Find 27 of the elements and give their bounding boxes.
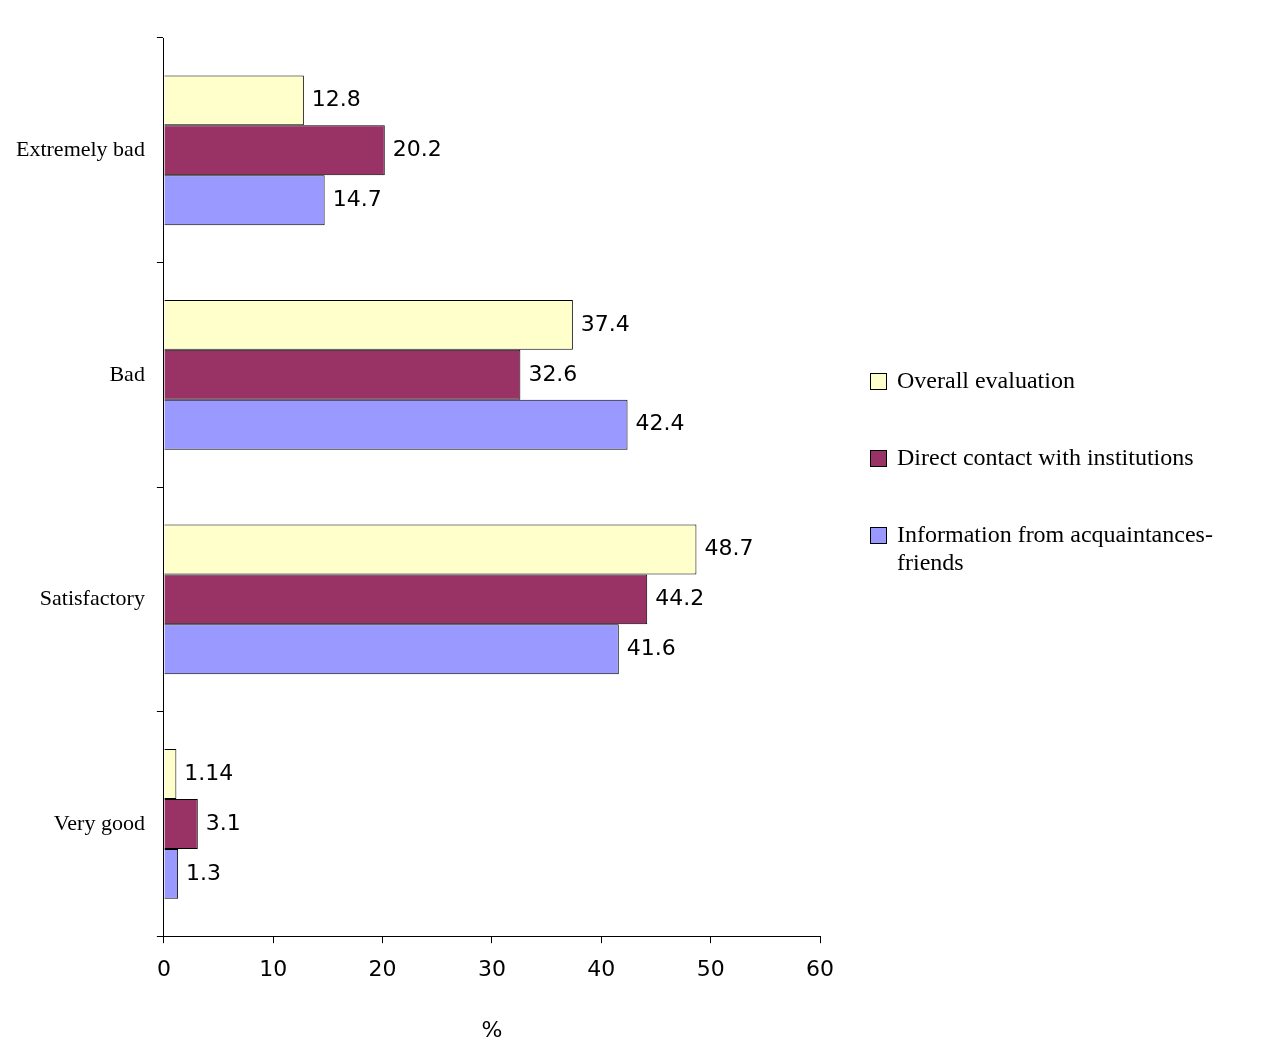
data-label: 32.6 [528, 360, 578, 386]
data-label: 41.6 [626, 635, 676, 661]
data-label: 1.3 [186, 859, 222, 885]
legend-label: Overall evaluation [897, 366, 1075, 395]
data-label: 20.2 [392, 135, 442, 161]
data-label: 3.1 [205, 809, 241, 835]
y-tick-label: Extremely bad [15, 136, 145, 162]
data-label: 14.7 [332, 185, 382, 211]
legend-label: Information from acquaintances-friends [897, 519, 1214, 578]
data-label: 37.4 [580, 310, 630, 336]
x-tick-label: 40 [587, 956, 616, 982]
x-tick-label: 30 [477, 956, 506, 982]
data-label: 12.8 [311, 86, 361, 112]
x-tick-label: 20 [368, 956, 397, 982]
y-tick-label: Satisfactory [39, 585, 145, 611]
y-tick-label: Very good [53, 809, 145, 835]
y-tick-label: Bad [109, 360, 145, 386]
data-label: 1.14 [184, 759, 234, 785]
x-tick-label: 0 [156, 956, 171, 982]
x-tick-label: 60 [806, 956, 834, 982]
x-axis-title: % [481, 1016, 503, 1042]
data-label: 48.7 [704, 535, 754, 561]
x-tick-label: 10 [259, 956, 288, 982]
legend-label: Direct contact with institutions [897, 442, 1194, 472]
x-tick-label: 50 [696, 956, 725, 982]
data-label: 44.2 [655, 585, 705, 611]
data-label: 42.4 [635, 410, 685, 436]
